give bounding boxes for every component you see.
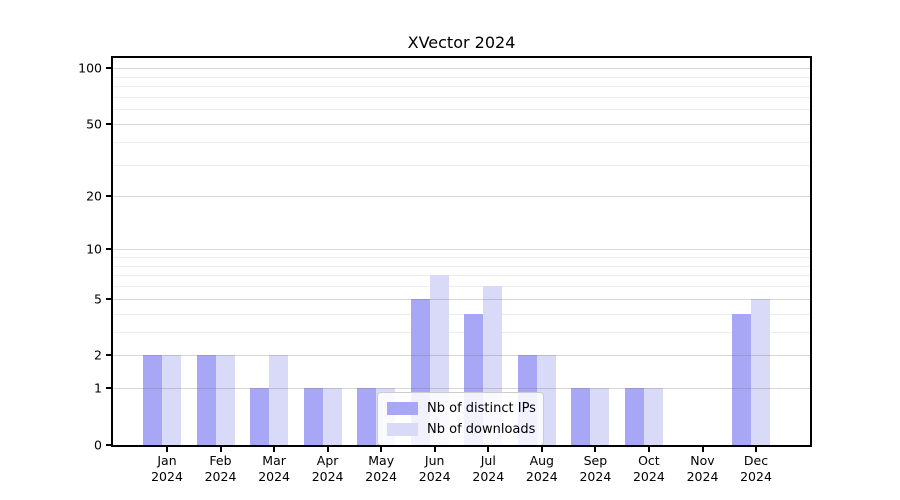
x-tick-label-nov: Nov 2024 [686,453,719,484]
x-tick-may [380,447,383,452]
y-tick-label-10: 10 [86,241,102,257]
x-tick-feb [219,447,222,452]
x-tick-mar [273,447,276,452]
minor-gridline-40 [113,141,810,143]
minor-gridline-80 [113,86,810,87]
minor-gridline-9 [113,256,810,258]
bar-downloads-sep [590,388,610,445]
x-tick-jun [433,447,436,452]
y-tick-label-50: 50 [86,116,102,132]
x-tick-label-sep: Sep 2024 [579,453,612,484]
major-gridline-5 [113,298,810,300]
major-gridline-10 [113,249,810,251]
minor-gridline-90 [113,76,810,78]
minor-gridline-7 [113,275,810,277]
y-tick-label-5: 5 [94,291,102,307]
major-gridline-20 [113,196,810,198]
bar-downloads-feb [215,355,235,445]
bar-distinct-ips-jan [143,355,162,445]
bar-distinct-ips-dec [732,313,751,445]
bar-downloads-mar [269,355,289,445]
x-tick-jan [166,447,168,452]
y-tick-2 [106,354,111,357]
bar-distinct-ips-may [357,388,377,445]
x-tick-nov [701,447,704,452]
y-tick-1 [106,387,111,390]
minor-gridline-8 [113,265,810,267]
x-tick-aug [540,447,543,452]
x-tick-apr [326,447,329,452]
minor-gridline-60 [113,109,810,111]
x-tick-label-jul: Jul 2024 [472,453,505,484]
x-tick-sep [594,447,597,452]
x-tick-label-dec: Dec 2024 [740,453,772,484]
y-tick-5 [106,297,111,300]
x-tick-oct [647,447,650,452]
bar-distinct-ips-apr [303,388,323,445]
plot-area: Nb of distinct IPs Nb of downloads Jan 2… [78,56,812,484]
minor-gridline-6 [113,286,810,287]
minor-gridline-30 [113,164,810,166]
y-tick-label-20: 20 [86,188,102,204]
x-tick-label-mar: Mar 2024 [258,453,290,484]
minor-gridline-70 [113,96,810,98]
major-gridline-100 [113,68,810,69]
y-tick-10 [106,248,111,251]
y-tick-label-100: 100 [78,60,102,76]
legend-label-distinct-ips: Nb of distinct IPs [427,401,536,416]
bar-distinct-ips-sep [571,388,591,445]
bar-downloads-oct [643,388,663,445]
chart-title: XVector 2024 [407,33,516,52]
minor-gridline-3 [113,331,810,333]
x-tick-label-may: May 2024 [365,453,398,484]
legend-row-downloads: Nb of downloads [387,419,536,440]
y-tick-20 [106,195,111,198]
bar-downloads-dec [751,298,770,445]
y-tick-100 [106,67,111,69]
y-tick-label-1: 1 [94,380,102,396]
legend: Nb of distinct IPs Nb of downloads [377,392,544,446]
legend-row-distinct-ips: Nb of distinct IPs [387,398,536,419]
bar-downloads-apr [322,388,342,445]
y-tick-50 [106,122,111,125]
bar-distinct-ips-mar [250,388,270,445]
major-gridline-2 [113,355,810,357]
x-tick-label-oct: Oct 2024 [632,453,665,484]
x-tick-label-jun: Jun 2024 [418,453,451,484]
legend-label-downloads: Nb of downloads [427,422,536,437]
y-tick-label-2: 2 [94,347,102,363]
minor-gridline-4 [113,313,810,315]
major-gridline-50 [113,123,810,125]
bar-distinct-ips-feb [196,355,216,445]
x-tick-label-feb: Feb 2024 [204,453,237,484]
bar-distinct-ips-oct [624,388,644,445]
legend-swatch-distinct-ips [387,402,418,415]
x-tick-dec [755,447,757,452]
x-tick-label-jan: Jan 2024 [151,453,183,484]
major-gridline-1 [113,388,810,390]
x-tick-label-aug: Aug 2024 [525,453,558,484]
x-tick-label-apr: Apr 2024 [311,453,344,484]
legend-swatch-downloads [387,423,418,436]
y-tick-0 [106,444,111,446]
x-tick-jul [487,447,490,452]
bar-downloads-jan [162,355,181,445]
y-tick-label-0: 0 [94,437,102,453]
